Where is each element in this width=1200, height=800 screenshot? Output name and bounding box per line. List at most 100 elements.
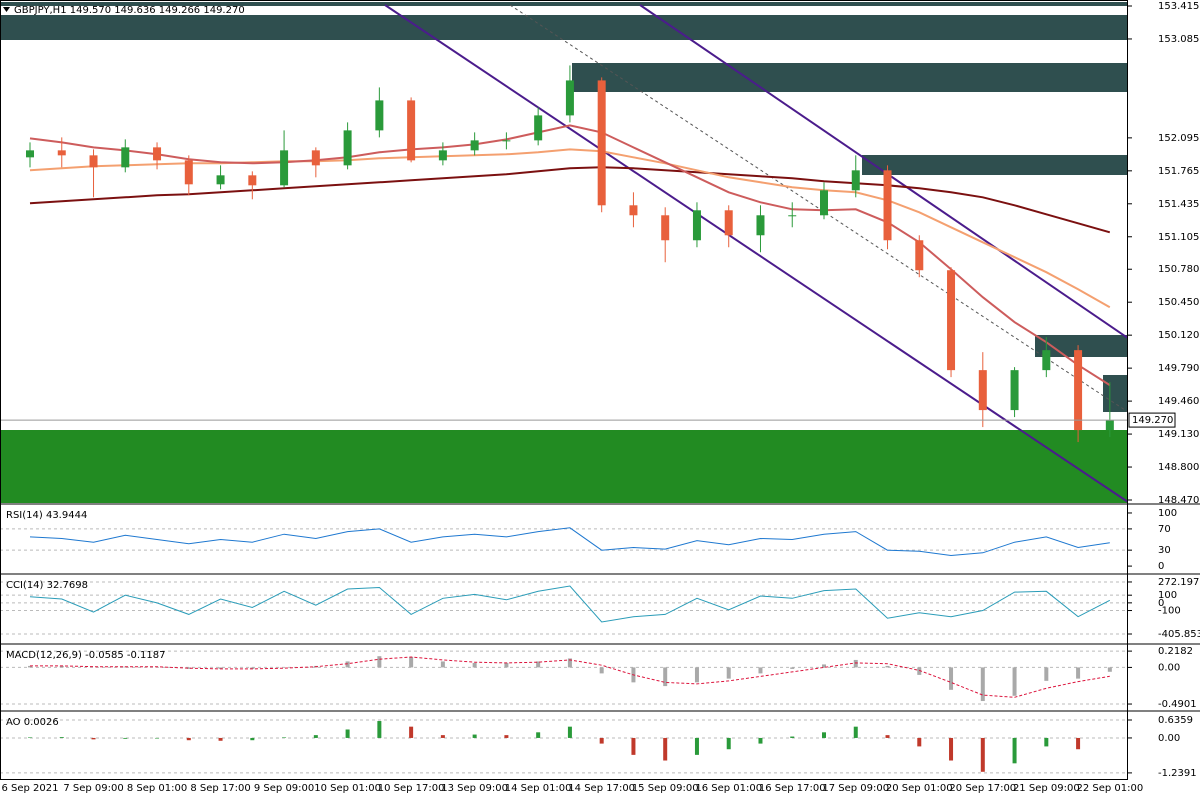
ao-bar bbox=[91, 737, 96, 740]
x-tick-label: 14 Sep 17:00 bbox=[568, 783, 635, 794]
macd-bar bbox=[822, 664, 826, 668]
y-tick-label: 100 bbox=[1158, 590, 1177, 601]
candle-body bbox=[565, 80, 574, 116]
panel-title: AO 0.0026 bbox=[6, 717, 59, 728]
y-tick-label: -0.4901 bbox=[1158, 699, 1197, 710]
y-tick-label: 151.765 bbox=[1158, 166, 1199, 177]
candle-body bbox=[26, 150, 34, 158]
candle-body bbox=[915, 240, 924, 271]
x-tick-label: 16 Sep 01:00 bbox=[695, 783, 762, 794]
y-tick-label: 153.415 bbox=[1158, 1, 1199, 12]
candle-body bbox=[724, 210, 733, 236]
panel-title: GBPJPY,H1 149.570 149.636 149.266 149.27… bbox=[14, 5, 245, 16]
macd-bar bbox=[663, 667, 668, 687]
y-tick-label: 30 bbox=[1158, 545, 1171, 556]
trend-line bbox=[384, 4, 1129, 503]
candle-body bbox=[343, 130, 352, 166]
candle-body bbox=[89, 155, 98, 168]
ao-bar bbox=[1076, 737, 1081, 750]
trend-line bbox=[639, 4, 1161, 361]
ao-bar bbox=[504, 735, 509, 738]
macd-bar bbox=[472, 662, 477, 668]
zone bbox=[1103, 375, 1128, 412]
y-tick-label: 0.00 bbox=[1158, 733, 1180, 744]
y-tick-label: -405.8539 bbox=[1158, 629, 1200, 640]
ao-bar bbox=[1012, 737, 1017, 764]
macd-bar bbox=[726, 667, 731, 679]
ao-bar bbox=[250, 737, 255, 741]
y-tick-label: 272.1977 bbox=[1158, 577, 1200, 588]
moving-average bbox=[29, 124, 1111, 386]
candle-body bbox=[375, 100, 384, 131]
x-tick-label: 9 Sep 09:00 bbox=[254, 783, 314, 794]
ao-bar bbox=[282, 737, 287, 738]
macd-bar bbox=[28, 665, 32, 668]
y-tick-label: 151.105 bbox=[1158, 232, 1199, 243]
ao-bar bbox=[1044, 737, 1049, 747]
ao-bar bbox=[409, 726, 414, 738]
candle-body bbox=[756, 215, 765, 236]
macd-bar bbox=[409, 656, 414, 668]
ao-bar bbox=[28, 737, 32, 738]
y-tick-label: 0.2182 bbox=[1158, 646, 1193, 657]
ao-bar bbox=[218, 737, 223, 741]
y-tick-label: -1.2391 bbox=[1158, 768, 1197, 779]
indicator-line bbox=[30, 656, 1110, 698]
macd-bar bbox=[250, 667, 255, 669]
macd-bar bbox=[1107, 667, 1112, 672]
candle-body bbox=[248, 175, 257, 186]
x-tick-label: 8 Sep 01:00 bbox=[127, 783, 187, 794]
ao-bar bbox=[155, 737, 160, 739]
ao-bar bbox=[726, 737, 731, 750]
candle-body bbox=[661, 215, 670, 241]
ao-bar bbox=[980, 737, 985, 772]
ao-bar bbox=[949, 737, 954, 761]
x-tick-label: 21 Sep 09:00 bbox=[1013, 783, 1080, 794]
candle-body bbox=[311, 150, 320, 166]
x-tick-label: 17 Sep 09:00 bbox=[822, 783, 889, 794]
y-tick-label: 0 bbox=[1158, 561, 1164, 572]
candle-body bbox=[121, 147, 130, 168]
panel-title: CCI(14) 32.7698 bbox=[6, 580, 88, 591]
macd-bar bbox=[980, 667, 985, 702]
macd-bar bbox=[758, 667, 763, 674]
ao-bar bbox=[186, 737, 191, 741]
y-tick-label: 148.470 bbox=[1158, 495, 1199, 506]
y-tick-label: 149.130 bbox=[1158, 429, 1199, 440]
y-tick-label: 149.460 bbox=[1158, 396, 1199, 407]
ao-bar bbox=[536, 732, 541, 738]
ao-bar bbox=[567, 726, 572, 738]
y-tick-label: 0 bbox=[1158, 598, 1164, 609]
indicator-line bbox=[29, 527, 1110, 557]
ao-bar bbox=[694, 737, 699, 755]
ao-bar bbox=[790, 736, 795, 738]
macd-bar bbox=[377, 656, 382, 668]
zone bbox=[572, 63, 1128, 92]
x-tick-label: 14 Sep 01:00 bbox=[505, 783, 572, 794]
y-tick-label: 0.6359 bbox=[1158, 715, 1193, 726]
ao-bar bbox=[440, 735, 445, 738]
drawings bbox=[0, 2, 1161, 503]
macd-bar bbox=[1076, 667, 1081, 679]
macd-bar bbox=[567, 658, 572, 668]
y-tick-label: 152.095 bbox=[1158, 133, 1199, 144]
ao-bar bbox=[59, 737, 64, 738]
y-tick-label: 150.780 bbox=[1158, 264, 1199, 275]
y-tick-label: 149.790 bbox=[1158, 363, 1199, 374]
y-tick-label: 150.120 bbox=[1158, 330, 1199, 341]
candle-body bbox=[851, 170, 860, 191]
moving-average bbox=[29, 148, 1111, 309]
macd-bar bbox=[218, 667, 223, 669]
x-tick-label: 22 Sep 01:00 bbox=[1076, 783, 1143, 794]
zone bbox=[0, 2, 1128, 6]
macd-bar bbox=[790, 667, 795, 669]
last-price-label: 149.270 bbox=[1132, 415, 1173, 426]
candle-body bbox=[629, 205, 638, 216]
macd-bar bbox=[694, 667, 699, 683]
x-tick-label: 8 Sep 17:00 bbox=[190, 783, 250, 794]
candle-body bbox=[1074, 350, 1083, 431]
last-price-box bbox=[1128, 412, 1176, 428]
candle-body bbox=[692, 210, 701, 241]
ao-bar bbox=[631, 737, 636, 755]
x-tick-label: 10 Sep 17:00 bbox=[378, 783, 445, 794]
